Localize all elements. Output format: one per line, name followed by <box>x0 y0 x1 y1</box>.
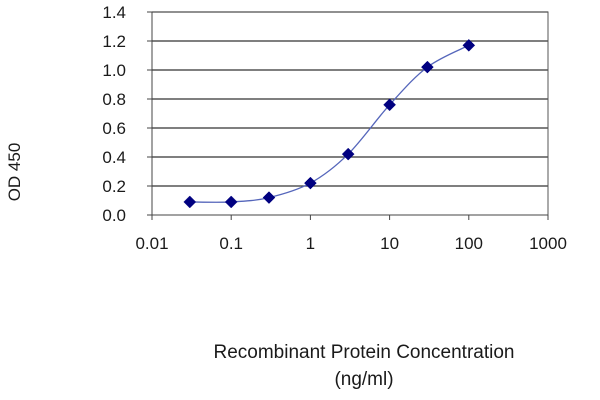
y-tick-label: 0.4 <box>102 148 126 167</box>
x-tick-label: 100 <box>455 234 483 253</box>
x-axis-label-unit: (ng/ml) <box>334 369 393 390</box>
x-tick-label: 10 <box>380 234 399 253</box>
y-tick-label: 1.0 <box>102 61 126 80</box>
data-markers <box>183 38 476 209</box>
data-point-marker <box>341 147 355 161</box>
data-point-marker <box>224 195 238 209</box>
axes <box>151 12 548 216</box>
y-axis-label: OD 450 <box>5 143 24 202</box>
x-axis-label: Recombinant Protein Concentration <box>213 342 514 363</box>
data-point-marker <box>183 195 197 209</box>
data-point-marker <box>304 176 317 190</box>
y-tick-label: 1.4 <box>102 3 126 22</box>
plot-area <box>151 11 549 216</box>
grid-lines <box>152 11 548 187</box>
data-point-marker <box>383 98 396 112</box>
data-point-marker <box>421 60 434 74</box>
y-tick-label: 0.6 <box>102 119 126 138</box>
y-axis-ticks: 0.0 0.2 0.4 0.6 0.8 1.0 1.2 1.4 <box>102 3 152 225</box>
y-tick-label: 1.2 <box>102 32 126 51</box>
x-axis-ticks: 0.01 0.1 1 10 100 1000 <box>135 215 567 253</box>
y-tick-label: 0.8 <box>102 90 126 109</box>
data-point-marker <box>462 38 476 52</box>
y-tick-label: 0.2 <box>102 177 126 196</box>
y-tick-label: 0.0 <box>102 206 126 225</box>
x-tick-label: 1000 <box>529 234 567 253</box>
data-point-marker <box>262 191 276 204</box>
x-tick-label: 0.1 <box>219 234 243 253</box>
x-tick-label: 1 <box>306 234 315 253</box>
x-tick-label: 0.01 <box>135 234 168 253</box>
